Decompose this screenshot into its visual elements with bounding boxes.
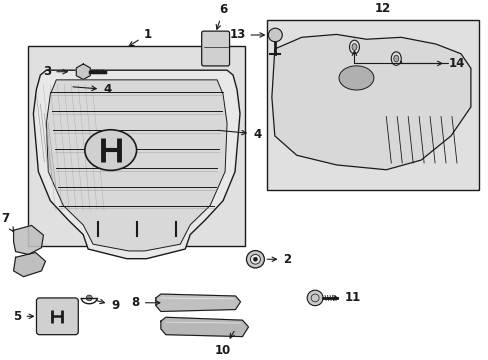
Circle shape <box>268 28 282 42</box>
Text: 1: 1 <box>129 28 151 46</box>
Polygon shape <box>14 225 43 255</box>
Text: 12: 12 <box>374 2 390 15</box>
Polygon shape <box>161 317 248 337</box>
Text: 4: 4 <box>73 83 111 96</box>
Circle shape <box>206 39 213 46</box>
Text: 11: 11 <box>327 292 361 305</box>
Ellipse shape <box>390 52 401 66</box>
Circle shape <box>86 295 92 301</box>
Circle shape <box>218 39 224 46</box>
Text: 2: 2 <box>266 253 291 266</box>
Circle shape <box>306 290 323 306</box>
FancyBboxPatch shape <box>201 31 229 66</box>
Text: 8: 8 <box>131 296 160 309</box>
Polygon shape <box>14 252 45 277</box>
Circle shape <box>202 78 212 87</box>
Text: 10: 10 <box>214 331 234 357</box>
Ellipse shape <box>338 66 373 90</box>
Ellipse shape <box>349 40 359 54</box>
Polygon shape <box>33 70 240 259</box>
Text: 9: 9 <box>97 299 119 312</box>
Text: 3: 3 <box>43 65 67 78</box>
Circle shape <box>253 257 257 261</box>
Circle shape <box>332 79 340 87</box>
Text: 14: 14 <box>401 57 464 70</box>
Circle shape <box>218 51 224 58</box>
Text: 13: 13 <box>229 28 264 41</box>
Ellipse shape <box>84 130 136 170</box>
Circle shape <box>250 255 260 264</box>
Circle shape <box>288 85 304 100</box>
Bar <box>266 20 478 190</box>
Circle shape <box>61 78 71 87</box>
FancyBboxPatch shape <box>37 298 78 335</box>
Ellipse shape <box>351 44 356 50</box>
Ellipse shape <box>393 55 398 62</box>
Circle shape <box>282 79 310 106</box>
Polygon shape <box>156 294 240 311</box>
Circle shape <box>206 51 213 58</box>
Polygon shape <box>271 35 470 170</box>
Circle shape <box>246 251 264 268</box>
Text: 5: 5 <box>13 310 33 323</box>
Bar <box>28 46 244 246</box>
Circle shape <box>212 51 219 58</box>
Polygon shape <box>46 80 226 251</box>
Text: 7: 7 <box>1 212 14 232</box>
Polygon shape <box>76 64 90 80</box>
Circle shape <box>328 75 344 90</box>
Text: 6: 6 <box>216 3 227 29</box>
Circle shape <box>212 39 219 46</box>
Text: 4: 4 <box>218 127 261 140</box>
